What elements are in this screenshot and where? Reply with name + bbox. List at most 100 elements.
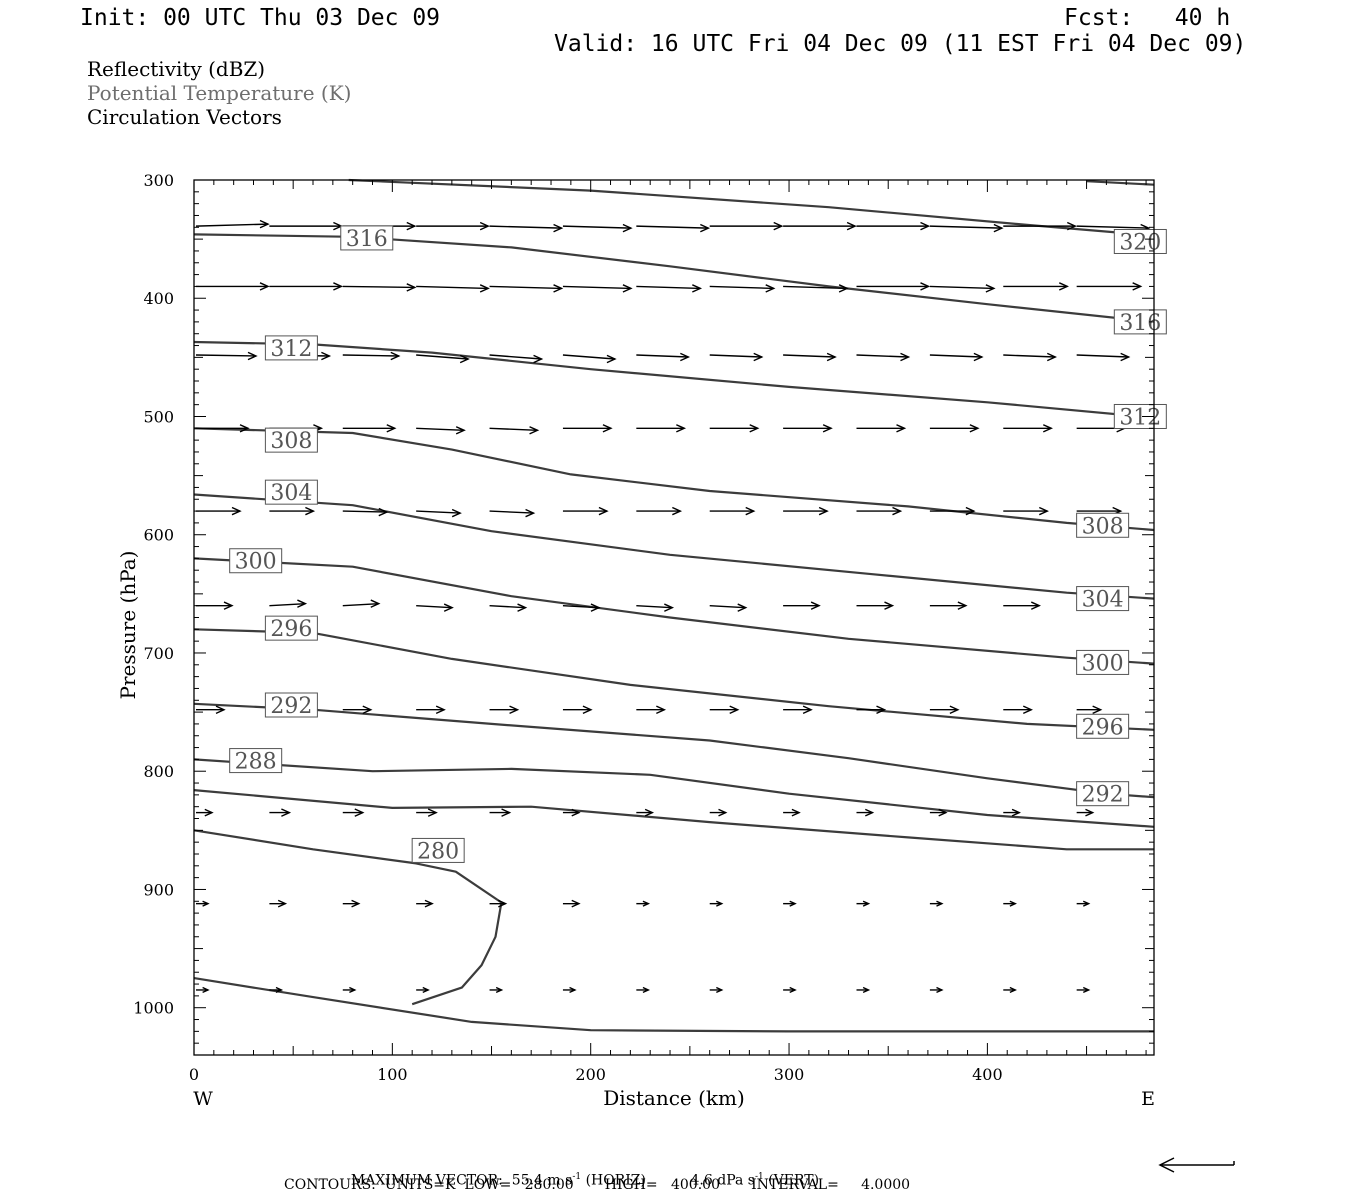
vector-head bbox=[370, 599, 381, 608]
vector-head bbox=[443, 603, 454, 612]
vector-head bbox=[305, 506, 316, 516]
y-tick-label: 500 bbox=[143, 407, 174, 426]
east-label: E bbox=[1141, 1088, 1155, 1110]
x-tick-label: 400 bbox=[972, 1065, 1003, 1084]
vector-shaft bbox=[636, 604, 673, 609]
circulation-vector bbox=[1003, 705, 1033, 714]
circulation-vector bbox=[269, 506, 316, 516]
vector-head bbox=[362, 705, 373, 714]
y-tick-label: 400 bbox=[143, 289, 174, 308]
vector-head bbox=[202, 986, 210, 994]
vector-head bbox=[275, 986, 284, 994]
contour-label-308: 308 bbox=[270, 429, 312, 454]
circulation-vector bbox=[489, 223, 564, 233]
circulation-vector bbox=[929, 808, 948, 817]
circulation-vector bbox=[195, 219, 270, 229]
circulation-vector bbox=[342, 424, 397, 433]
vector-head bbox=[729, 705, 740, 714]
vector-head bbox=[802, 705, 813, 714]
vector-head bbox=[1011, 808, 1021, 817]
circulation-vector bbox=[636, 900, 651, 907]
horiz-value: 55.4 m s bbox=[511, 1172, 573, 1189]
axes: 0 100 200 300 400 300 400 500 600 700 800 900 1000 bbox=[133, 171, 1155, 1084]
vector-head bbox=[862, 986, 871, 994]
vector-head bbox=[509, 705, 520, 714]
circulation-vector bbox=[196, 506, 242, 516]
vector-head bbox=[1058, 282, 1069, 291]
contour-label-box bbox=[264, 615, 318, 641]
circulation-vector bbox=[929, 986, 944, 994]
vector-shaft bbox=[636, 285, 701, 290]
circulation-vector bbox=[342, 899, 361, 908]
max-vector-label: MAXIMUM VECTOR: bbox=[350, 1172, 503, 1189]
contour-label-box bbox=[1076, 586, 1130, 612]
vector-shaft bbox=[709, 604, 746, 609]
circulation-vector bbox=[196, 900, 210, 907]
vector-head bbox=[427, 808, 438, 817]
circulation-vector bbox=[783, 705, 813, 714]
vector-head bbox=[354, 808, 365, 817]
vector-head bbox=[749, 424, 760, 433]
vector-shaft bbox=[195, 354, 257, 357]
horiz-exp: -1 bbox=[572, 1172, 582, 1182]
contour-label-320: 320 bbox=[1119, 230, 1161, 255]
vector-head bbox=[422, 986, 430, 994]
vector-head bbox=[259, 282, 270, 291]
theta-contour-284 bbox=[193, 789, 1154, 851]
vector-head bbox=[985, 284, 996, 293]
vector-shaft bbox=[195, 223, 269, 227]
vector-head bbox=[1038, 506, 1049, 516]
vector-head bbox=[656, 705, 667, 714]
theta-contour-288 bbox=[193, 758, 1155, 828]
vector-head bbox=[789, 900, 797, 907]
vector-head bbox=[818, 506, 829, 516]
vector-head bbox=[571, 808, 581, 817]
vector-head bbox=[737, 603, 748, 612]
circulation-vector bbox=[636, 506, 683, 516]
vector-head bbox=[949, 705, 960, 714]
vector-head bbox=[644, 808, 655, 817]
contour-label-box bbox=[340, 225, 394, 251]
circulation-vector bbox=[1003, 282, 1069, 291]
theta-contour-308 bbox=[193, 427, 1155, 532]
circulation-vector bbox=[709, 705, 740, 714]
vector-head bbox=[247, 351, 258, 361]
vector-head bbox=[602, 424, 613, 433]
vector-head bbox=[993, 223, 1004, 233]
circulation-vector bbox=[416, 705, 446, 714]
vector-shaft bbox=[562, 604, 599, 609]
circulation-vector bbox=[636, 424, 687, 433]
vector-head bbox=[892, 506, 903, 516]
vector-head bbox=[1009, 900, 1017, 907]
circulation-vector bbox=[1076, 705, 1103, 714]
circulation-vector bbox=[416, 221, 490, 231]
vector-head bbox=[716, 900, 724, 907]
x-tick-label: 300 bbox=[774, 1065, 805, 1084]
circulation-vector bbox=[196, 601, 234, 610]
circulation-vector bbox=[1076, 808, 1095, 817]
vector-head bbox=[1082, 986, 1091, 994]
vector-head bbox=[498, 899, 508, 908]
circulation-vector bbox=[562, 899, 581, 908]
circulation-vector bbox=[489, 508, 536, 518]
circulation-vector bbox=[416, 508, 462, 518]
circulation-vector bbox=[929, 284, 996, 293]
vector-head bbox=[598, 506, 609, 516]
vector-head bbox=[378, 507, 389, 517]
vector-head bbox=[822, 424, 833, 433]
legend-reflectivity: Reflectivity (dBZ) bbox=[87, 57, 266, 81]
vector-shaft bbox=[416, 510, 461, 514]
y-tick-label: 900 bbox=[143, 880, 174, 899]
contour-label-296: 296 bbox=[270, 617, 312, 642]
vector-head bbox=[281, 808, 292, 817]
vector-head bbox=[451, 508, 462, 518]
circulation-vector bbox=[636, 352, 691, 362]
vector-head bbox=[424, 899, 434, 908]
vector-head bbox=[569, 986, 577, 994]
circulation-vector bbox=[709, 900, 724, 907]
vector-head bbox=[553, 223, 564, 233]
y-tick-label: 700 bbox=[143, 644, 174, 663]
circulation-vector bbox=[856, 424, 907, 433]
vert-unit: (VERT) bbox=[768, 1172, 820, 1189]
